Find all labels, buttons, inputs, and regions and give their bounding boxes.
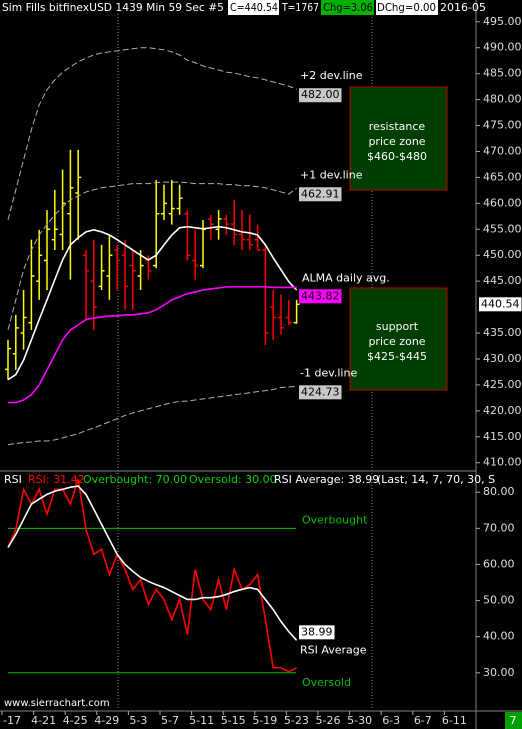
y-tick-label: 420.00 xyxy=(483,404,522,417)
y-tick-label: 425.00 xyxy=(483,378,522,391)
legend-entry: RSI Average: 38.99 xyxy=(274,473,379,486)
zone-label: support xyxy=(376,320,419,333)
value-tag: 482.00 xyxy=(301,88,340,101)
x-tick-label: 5-19 xyxy=(252,714,277,727)
header-close: C=440.54 xyxy=(230,1,278,14)
y-tick-label: 415.00 xyxy=(483,430,522,443)
y-tick-label: 495.00 xyxy=(483,15,522,28)
zone-label: $460-$480 xyxy=(367,150,427,163)
series-line xyxy=(7,478,297,673)
x-tick-label: 6-11 xyxy=(442,714,467,727)
corner-box xyxy=(505,712,522,729)
value-tag: 38.99 xyxy=(301,625,333,638)
header-box xyxy=(321,0,374,15)
y-tick-label: 30.00 xyxy=(483,666,515,679)
y-tick-label: 430.00 xyxy=(483,352,522,365)
y-tick-label: 465.00 xyxy=(483,170,522,183)
zone-label: $425-$445 xyxy=(367,350,427,363)
header-date: 2016-05 xyxy=(440,1,486,14)
value-tag-box xyxy=(299,88,342,103)
y-tick-label: 40.00 xyxy=(483,630,515,643)
zone-label: price zone xyxy=(368,135,425,148)
x-tick-label: 4-29 xyxy=(94,714,119,727)
series-line xyxy=(7,485,298,641)
y-tick-label: 445.00 xyxy=(483,274,522,287)
y-tick-label: 475.00 xyxy=(483,119,522,132)
header-box xyxy=(228,0,279,15)
plot-area xyxy=(7,478,298,674)
series-label: ALMA daily avg. xyxy=(302,271,390,284)
series-label: +1 dev.line xyxy=(300,168,363,181)
y-tick-label: 460.00 xyxy=(483,196,522,209)
x-tick-label: 5-30 xyxy=(347,714,372,727)
value-tag: 462.91 xyxy=(301,187,340,200)
x-tick-label: 4-21 xyxy=(31,714,56,727)
y-tick-label: 485.00 xyxy=(483,67,522,80)
header-change: Chg=3.06 xyxy=(323,1,373,14)
series-label: +2 dev.line xyxy=(300,69,363,82)
plot-area xyxy=(5,47,300,446)
legend-entry: Oversold: 30.00 xyxy=(189,473,277,486)
value-tag: 440.54 xyxy=(481,297,520,310)
y-tick-label: 435.00 xyxy=(483,326,522,339)
series-line xyxy=(7,47,297,221)
y-tick-label: 480.00 xyxy=(483,93,522,106)
y-tick-label: 80.00 xyxy=(483,485,515,498)
y-tick-label: 50.00 xyxy=(483,594,515,607)
legend-entry: RSI: 31.42 xyxy=(28,473,85,486)
value-tag: 424.73 xyxy=(301,385,340,398)
value-tag-box xyxy=(299,187,342,202)
x-tick-label: 5-11 xyxy=(189,714,214,727)
series-label: RSI Average xyxy=(300,643,367,656)
header-trades: T=1767 xyxy=(281,1,319,14)
header-daily-change: DChg=0.00 xyxy=(377,1,436,14)
y-tick-label: 450.00 xyxy=(483,248,522,261)
y-tick-label: 410.00 xyxy=(483,456,522,469)
zone-label: price zone xyxy=(368,335,425,348)
legend-entry: Overbought: 70.00 xyxy=(83,473,187,486)
corner-label: 7 xyxy=(510,714,517,727)
series-line xyxy=(8,286,297,404)
series-label: -1 dev.line xyxy=(300,366,357,379)
y-tick-label: 70.00 xyxy=(483,521,515,534)
x-tick-label: -17 xyxy=(3,714,21,727)
x-tick-label: 6-7 xyxy=(414,714,432,727)
level-label: Overbought xyxy=(302,513,368,526)
value-tag-box xyxy=(299,289,342,304)
zone-label: resistance xyxy=(369,120,426,133)
series-line xyxy=(7,225,298,381)
header-box xyxy=(376,0,438,15)
x-tick-label: 5-23 xyxy=(284,714,309,727)
series-line xyxy=(7,385,297,446)
y-tick-label: 490.00 xyxy=(483,41,522,54)
value-tag-box xyxy=(479,297,522,312)
resistance-zone xyxy=(349,86,448,191)
x-tick-label: 6-3 xyxy=(382,714,400,727)
chart-title: Sim Fills bitfinexUSD 1439 Min 59 Sec #5 xyxy=(2,1,224,14)
y-tick-label: 60.00 xyxy=(483,557,515,570)
x-tick-label: 5-7 xyxy=(161,714,179,727)
x-tick-label: 5-26 xyxy=(316,714,341,727)
value-tag-box xyxy=(299,625,335,640)
y-tick-label: 470.00 xyxy=(483,144,522,157)
legend-entry: (Last, 14, 7, 70, 30, S xyxy=(377,473,495,486)
y-tick-label: 455.00 xyxy=(483,222,522,235)
x-tick-label: 5-15 xyxy=(221,714,246,727)
watermark: www.sierrachart.com xyxy=(4,698,110,709)
support-zone xyxy=(349,287,448,391)
x-tick-label: 5-3 xyxy=(129,714,147,727)
level-label: Oversold xyxy=(302,676,351,689)
series-line xyxy=(7,181,297,331)
panel-title: RSI xyxy=(4,473,22,486)
value-tag-box xyxy=(299,385,342,400)
value-tag: 443.82 xyxy=(301,289,340,302)
x-tick-label: 4-25 xyxy=(63,714,88,727)
